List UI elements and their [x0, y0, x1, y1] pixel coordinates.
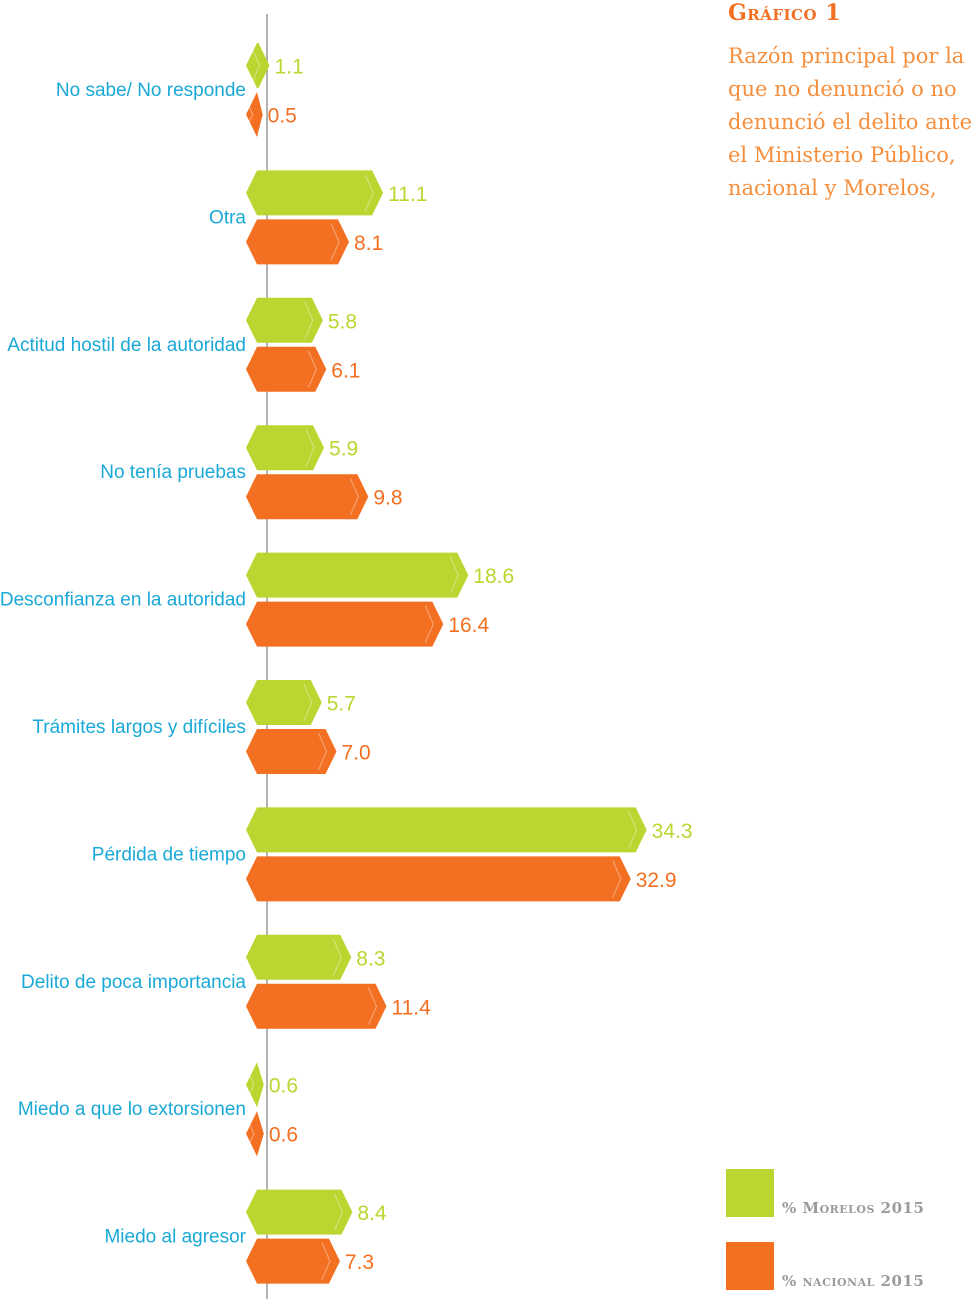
bar-nacional	[246, 219, 350, 265]
data-label-nacional: 7.3	[345, 1251, 374, 1274]
data-label-morelos: 1.1	[274, 56, 303, 79]
bar-tip-chevron	[250, 46, 261, 85]
data-label-morelos: 11.1	[388, 183, 427, 206]
bar-tip-chevron	[307, 350, 317, 389]
bar-tip-chevron	[305, 428, 315, 467]
data-label-nacional: 9.8	[373, 487, 402, 510]
bar-nacional	[246, 474, 369, 520]
bar-tip-chevron	[364, 174, 374, 212]
bar-tip-chevron	[628, 811, 638, 849]
data-label-morelos: 8.4	[357, 1202, 387, 1225]
data-label-nacional: 6.1	[331, 359, 360, 382]
bar-tip-chevron	[245, 1114, 255, 1153]
bar-tip-chevron	[424, 605, 434, 643]
bar-tip-chevron	[330, 223, 340, 261]
legend-label-nacional: % nacional 2015	[782, 1272, 925, 1290]
bar-morelos	[246, 43, 270, 88]
bar-nacional	[246, 92, 263, 137]
legend-label-morelos: % Morelos 2015	[782, 1199, 925, 1217]
bar-tip-chevron	[304, 301, 314, 340]
data-label-morelos: 5.8	[328, 310, 357, 333]
data-label-nacional: 0.5	[268, 105, 297, 128]
bar-tip-chevron	[612, 860, 622, 898]
data-label-morelos: 34.3	[652, 820, 693, 843]
bar-tip-chevron	[245, 1065, 255, 1104]
data-label-morelos: 0.6	[269, 1075, 298, 1098]
chart-heading: Gráfico 1	[728, 0, 842, 26]
category-label: Miedo al agresor	[104, 1227, 246, 1248]
bar-nacional	[246, 983, 387, 1029]
data-label-nacional: 7.0	[342, 742, 371, 765]
bar-tip-chevron	[321, 1242, 331, 1280]
bar-nacional	[246, 1238, 340, 1284]
chart-subtitle: Razón principal por la que no denunció o…	[728, 44, 973, 210]
category-label: Delito de poca importancia	[21, 972, 246, 993]
bar-morelos	[246, 297, 323, 343]
bar-morelos	[246, 680, 322, 725]
bar-nacional	[246, 346, 327, 392]
category-label: Otra	[209, 207, 246, 228]
bar-morelos	[246, 1062, 264, 1108]
data-label-nacional: 8.1	[354, 232, 383, 255]
category-label: No sabe/ No responde	[56, 80, 246, 101]
data-label-morelos: 18.6	[473, 565, 514, 588]
bar-nacional	[246, 1111, 264, 1157]
category-label: Trámites largos y difíciles	[32, 717, 246, 738]
bar-tip-chevron	[349, 477, 359, 516]
bar-morelos	[246, 1189, 353, 1235]
bar-tip-chevron	[303, 683, 313, 722]
legend-swatch-morelos	[726, 1169, 774, 1217]
data-label-nacional: 0.6	[269, 1124, 298, 1147]
data-label-morelos: 5.7	[327, 693, 356, 716]
bar-tip-chevron	[244, 95, 254, 134]
data-label-nacional: 16.4	[448, 614, 489, 637]
bar-nacional	[246, 729, 337, 774]
bar-nacional	[246, 856, 631, 902]
category-label: No tenía pruebas	[100, 462, 246, 483]
bar-tip-chevron	[367, 987, 378, 1026]
bar-morelos	[246, 170, 384, 216]
legend-swatch-nacional	[726, 1242, 774, 1290]
bar-tip-chevron	[317, 732, 328, 771]
category-label: Desconfianza en la autoridad	[0, 590, 246, 611]
bar-morelos	[246, 425, 325, 471]
category-label: Miedo a que lo extorsionen	[18, 1099, 246, 1120]
bar-nacional	[246, 601, 444, 647]
bar-tip-chevron	[332, 938, 342, 977]
data-label-morelos: 8.3	[356, 947, 385, 970]
bar-morelos	[246, 807, 647, 853]
bar-morelos	[246, 934, 352, 980]
category-label: Pérdida de tiempo	[92, 844, 246, 865]
bar-tip-chevron	[333, 1193, 344, 1231]
data-label-morelos: 5.9	[329, 438, 358, 461]
category-label: Actitud hostil de la autoridad	[7, 335, 246, 356]
data-label-nacional: 11.4	[392, 996, 432, 1019]
data-label-nacional: 32.9	[636, 869, 677, 892]
bar-morelos	[246, 552, 469, 598]
bar-tip-chevron	[449, 556, 459, 594]
bar-chart: 1.1 0.5 No sabe/ No responde 11.1 8.1 Otra 5.8…	[0, 14, 693, 1299]
